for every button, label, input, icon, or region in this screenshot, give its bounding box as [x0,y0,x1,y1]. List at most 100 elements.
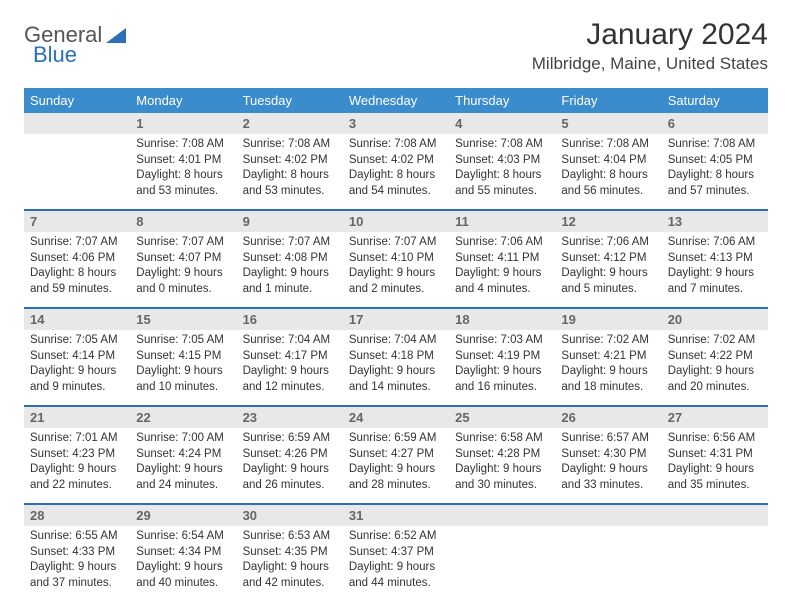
sunset-line: Sunset: 4:06 PM [30,251,124,267]
day-number: 18 [449,309,555,330]
calendar-day-cell: 25Sunrise: 6:58 AMSunset: 4:28 PMDayligh… [449,406,555,504]
day-details: Sunrise: 7:06 AMSunset: 4:11 PMDaylight:… [449,232,555,307]
calendar-day-cell: 29Sunrise: 6:54 AMSunset: 4:34 PMDayligh… [130,504,236,601]
day-details: Sunrise: 6:57 AMSunset: 4:30 PMDaylight:… [555,428,661,503]
sunrise-line: Sunrise: 7:08 AM [136,137,230,153]
calendar-day-cell: 10Sunrise: 7:07 AMSunset: 4:10 PMDayligh… [343,210,449,308]
day-details: Sunrise: 6:54 AMSunset: 4:34 PMDaylight:… [130,526,236,601]
calendar-day-cell: 31Sunrise: 6:52 AMSunset: 4:37 PMDayligh… [343,504,449,601]
daylight-line: Daylight: 9 hours and 30 minutes. [455,462,549,493]
day-details: Sunrise: 7:01 AMSunset: 4:23 PMDaylight:… [24,428,130,503]
day-number: 15 [130,309,236,330]
sunset-line: Sunset: 4:03 PM [455,153,549,169]
sunset-line: Sunset: 4:19 PM [455,349,549,365]
calendar-day-cell: 1Sunrise: 7:08 AMSunset: 4:01 PMDaylight… [130,113,236,210]
sunrise-line: Sunrise: 7:03 AM [455,333,549,349]
daylight-line: Daylight: 9 hours and 0 minutes. [136,266,230,297]
calendar-week-row: 1Sunrise: 7:08 AMSunset: 4:01 PMDaylight… [24,113,768,210]
logo-triangle-icon [106,25,126,46]
day-number: 3 [343,113,449,134]
daylight-line: Daylight: 8 hours and 55 minutes. [455,168,549,199]
day-number: 29 [130,505,236,526]
sunset-line: Sunset: 4:31 PM [668,447,762,463]
calendar-day-cell [24,113,130,210]
daylight-line: Daylight: 9 hours and 44 minutes. [349,560,443,591]
day-number: 11 [449,211,555,232]
day-number: 23 [237,407,343,428]
sunset-line: Sunset: 4:13 PM [668,251,762,267]
sunset-line: Sunset: 4:35 PM [243,545,337,561]
sunrise-line: Sunrise: 7:08 AM [455,137,549,153]
calendar-week-row: 7Sunrise: 7:07 AMSunset: 4:06 PMDaylight… [24,210,768,308]
sunrise-line: Sunrise: 7:01 AM [30,431,124,447]
day-number: 21 [24,407,130,428]
daylight-line: Daylight: 9 hours and 28 minutes. [349,462,443,493]
day-details: Sunrise: 7:08 AMSunset: 4:03 PMDaylight:… [449,134,555,209]
sunrise-line: Sunrise: 7:07 AM [243,235,337,251]
sunrise-line: Sunrise: 7:07 AM [136,235,230,251]
sunrise-line: Sunrise: 7:02 AM [561,333,655,349]
day-details: Sunrise: 7:07 AMSunset: 4:08 PMDaylight:… [237,232,343,307]
logo-text-blue-wrapper: Blue [33,42,77,68]
calendar-day-cell: 20Sunrise: 7:02 AMSunset: 4:22 PMDayligh… [662,308,768,406]
sunset-line: Sunset: 4:08 PM [243,251,337,267]
day-number: 12 [555,211,661,232]
daylight-line: Daylight: 9 hours and 16 minutes. [455,364,549,395]
sunrise-line: Sunrise: 7:08 AM [349,137,443,153]
day-details: Sunrise: 7:05 AMSunset: 4:15 PMDaylight:… [130,330,236,405]
daylight-line: Daylight: 9 hours and 35 minutes. [668,462,762,493]
sunrise-line: Sunrise: 6:53 AM [243,529,337,545]
calendar-day-cell: 12Sunrise: 7:06 AMSunset: 4:12 PMDayligh… [555,210,661,308]
sunset-line: Sunset: 4:02 PM [243,153,337,169]
calendar-day-cell: 9Sunrise: 7:07 AMSunset: 4:08 PMDaylight… [237,210,343,308]
day-details [662,526,768,539]
daylight-line: Daylight: 9 hours and 4 minutes. [455,266,549,297]
sunset-line: Sunset: 4:34 PM [136,545,230,561]
logo-text-blue: Blue [33,42,77,67]
sunset-line: Sunset: 4:12 PM [561,251,655,267]
calendar-day-cell [555,504,661,601]
calendar-day-cell: 13Sunrise: 7:06 AMSunset: 4:13 PMDayligh… [662,210,768,308]
sunrise-line: Sunrise: 7:06 AM [561,235,655,251]
calendar-day-cell: 11Sunrise: 7:06 AMSunset: 4:11 PMDayligh… [449,210,555,308]
day-number: 16 [237,309,343,330]
day-details: Sunrise: 6:58 AMSunset: 4:28 PMDaylight:… [449,428,555,503]
weekday-header: Sunday [24,88,130,113]
sunset-line: Sunset: 4:21 PM [561,349,655,365]
sunrise-line: Sunrise: 7:05 AM [30,333,124,349]
day-details: Sunrise: 7:04 AMSunset: 4:17 PMDaylight:… [237,330,343,405]
day-number: 4 [449,113,555,134]
calendar-week-row: 21Sunrise: 7:01 AMSunset: 4:23 PMDayligh… [24,406,768,504]
sunrise-line: Sunrise: 6:59 AM [243,431,337,447]
sunrise-line: Sunrise: 7:07 AM [30,235,124,251]
sunrise-line: Sunrise: 6:56 AM [668,431,762,447]
page-header: General January 2024 Milbridge, Maine, U… [24,18,768,74]
day-number: 17 [343,309,449,330]
sunrise-line: Sunrise: 7:04 AM [349,333,443,349]
day-number: 25 [449,407,555,428]
sunrise-line: Sunrise: 6:57 AM [561,431,655,447]
sunrise-line: Sunrise: 7:02 AM [668,333,762,349]
day-details: Sunrise: 6:59 AMSunset: 4:27 PMDaylight:… [343,428,449,503]
day-details: Sunrise: 7:05 AMSunset: 4:14 PMDaylight:… [24,330,130,405]
sunrise-line: Sunrise: 7:00 AM [136,431,230,447]
daylight-line: Daylight: 8 hours and 57 minutes. [668,168,762,199]
calendar-day-cell [662,504,768,601]
day-number: 9 [237,211,343,232]
sunset-line: Sunset: 4:02 PM [349,153,443,169]
day-details: Sunrise: 6:53 AMSunset: 4:35 PMDaylight:… [237,526,343,601]
day-details: Sunrise: 7:06 AMSunset: 4:12 PMDaylight:… [555,232,661,307]
sunset-line: Sunset: 4:23 PM [30,447,124,463]
daylight-line: Daylight: 9 hours and 24 minutes. [136,462,230,493]
sunset-line: Sunset: 4:27 PM [349,447,443,463]
daylight-line: Daylight: 9 hours and 22 minutes. [30,462,124,493]
sunrise-line: Sunrise: 7:04 AM [243,333,337,349]
sunset-line: Sunset: 4:33 PM [30,545,124,561]
sunset-line: Sunset: 4:14 PM [30,349,124,365]
day-number: 7 [24,211,130,232]
calendar-day-cell: 30Sunrise: 6:53 AMSunset: 4:35 PMDayligh… [237,504,343,601]
sunset-line: Sunset: 4:17 PM [243,349,337,365]
sunset-line: Sunset: 4:28 PM [455,447,549,463]
sunrise-line: Sunrise: 7:06 AM [455,235,549,251]
day-number: 31 [343,505,449,526]
